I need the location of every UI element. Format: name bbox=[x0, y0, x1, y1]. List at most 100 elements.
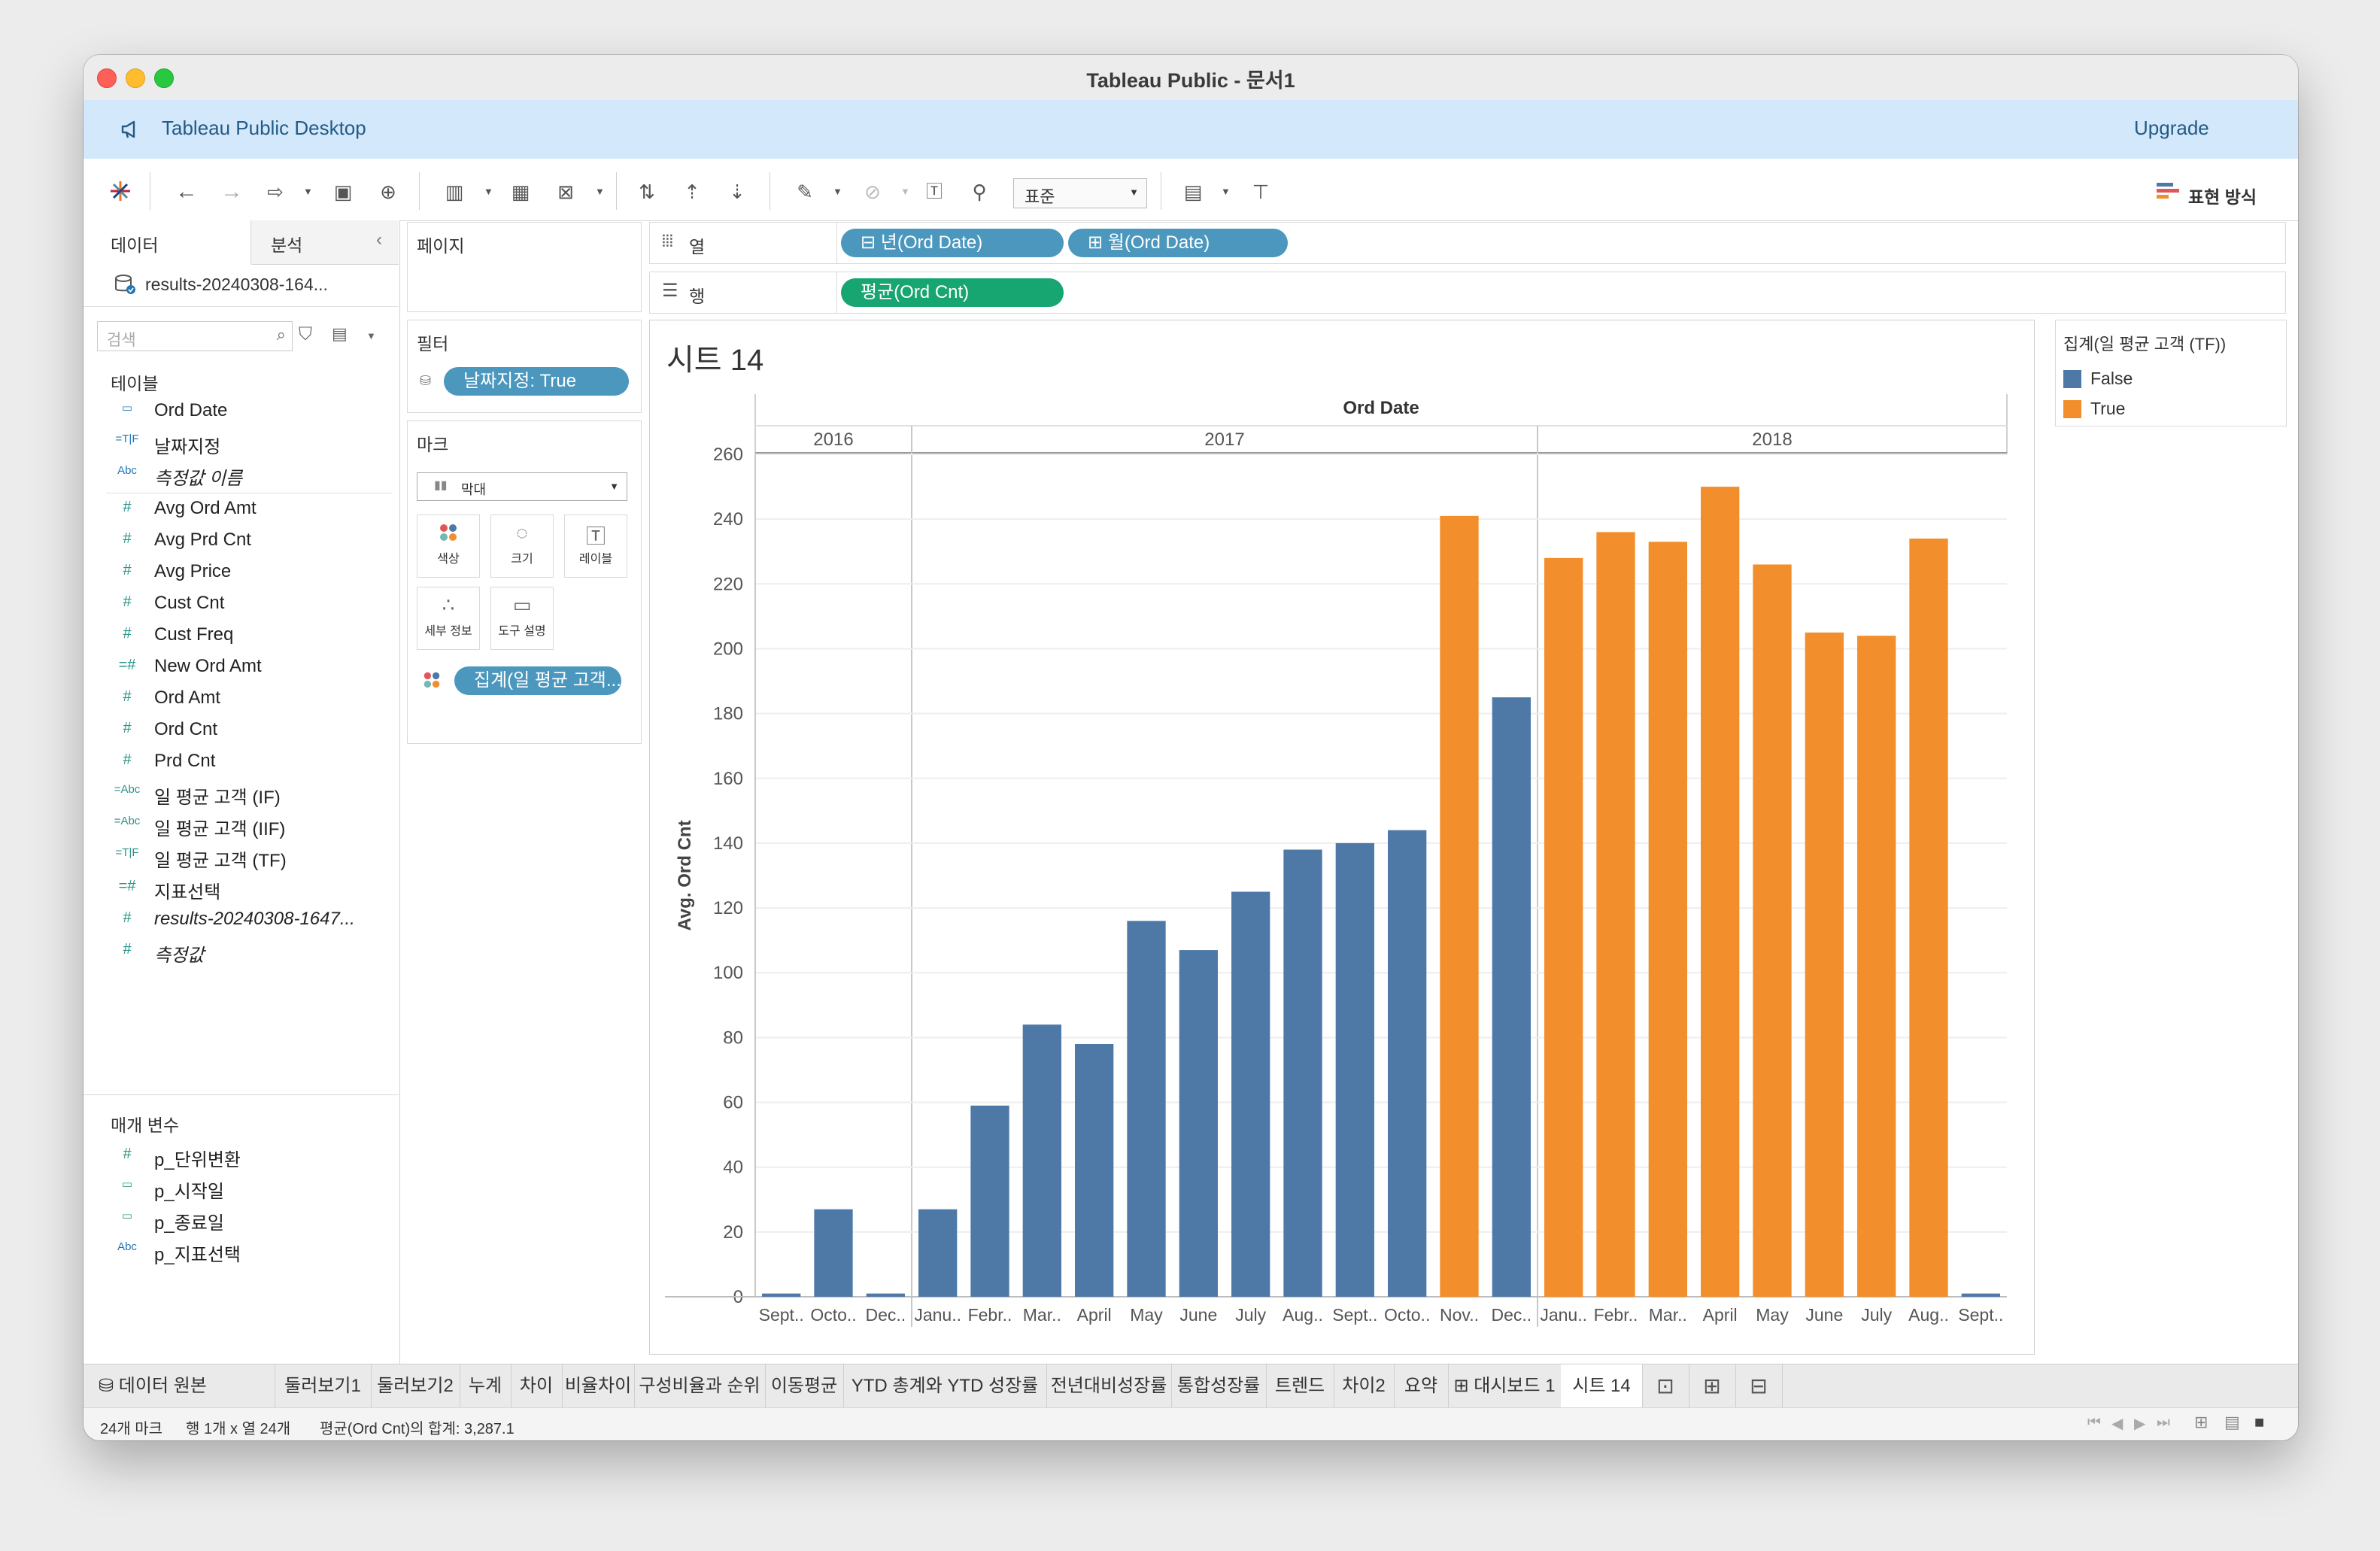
sheet-tab-active[interactable]: 시트 14 bbox=[1561, 1364, 1643, 1408]
pages-card[interactable]: 페이지 bbox=[407, 222, 642, 312]
field-item[interactable]: =# 지표선택 bbox=[83, 873, 392, 903]
filter-pill-date[interactable]: 날짜지정: True bbox=[444, 367, 629, 396]
field-item[interactable]: # Cust Freq bbox=[83, 621, 392, 651]
fix-axes-pin-icon[interactable]: ⚲ bbox=[972, 181, 987, 203]
search-placeholder: 검색 bbox=[107, 332, 136, 349]
swap-rows-columns-icon[interactable]: ⇅ bbox=[639, 181, 655, 203]
minimize-window-button[interactable] bbox=[126, 68, 145, 88]
sheet-tab[interactable]: 차이2 bbox=[1334, 1364, 1395, 1408]
new-datasource-icon[interactable]: ⊕ bbox=[380, 181, 396, 203]
show-cards-icon[interactable]: ▤ bbox=[1183, 181, 1203, 203]
mark-type-select[interactable]: ▮▮ 막대 ▼ bbox=[417, 472, 627, 501]
legend-label-false[interactable]: False bbox=[2090, 369, 2133, 388]
new-dashboard-icon[interactable]: ⊞ bbox=[1689, 1364, 1736, 1408]
close-window-button[interactable] bbox=[97, 68, 117, 88]
duplicate-sheet-icon[interactable]: ▦ bbox=[511, 181, 530, 203]
sort-descending-icon[interactable]: ⇣ bbox=[729, 181, 745, 203]
row-pill-avg-ord-cnt[interactable]: 평균(Ord Cnt) bbox=[841, 278, 1064, 307]
tableau-logo-icon[interactable] bbox=[108, 178, 133, 204]
new-worksheet-icon[interactable]: ▥ bbox=[445, 181, 464, 203]
tab-analysis[interactable]: 분석 ‹ bbox=[251, 220, 399, 265]
redo-arrow-icon[interactable]: → bbox=[220, 179, 243, 204]
parameter-item[interactable]: Abc p_지표선택 bbox=[83, 1236, 392, 1266]
new-worksheet-icon[interactable]: ⊡ bbox=[1642, 1364, 1689, 1408]
replay-icon[interactable]: ⇨ bbox=[267, 181, 284, 203]
filter-icon[interactable]: ⛉ bbox=[299, 324, 312, 344]
sheet-tab[interactable]: 구성비율과 순위 bbox=[634, 1364, 766, 1408]
group-members-icon[interactable]: ⊘ bbox=[864, 181, 881, 203]
sheet-tab[interactable]: ⛁ 데이터 원본 bbox=[83, 1364, 275, 1408]
sheet-sorter-icon[interactable]: ⊞ bbox=[2194, 1413, 2208, 1431]
undo-arrow-icon[interactable]: ← bbox=[175, 179, 198, 204]
sheet-tab[interactable]: 차이 bbox=[511, 1364, 563, 1408]
sheet-tab[interactable]: 둘러보기2 bbox=[371, 1364, 460, 1408]
sheet-tab[interactable]: 비율차이 bbox=[562, 1364, 635, 1408]
field-item[interactable]: # Prd Cnt bbox=[83, 747, 392, 777]
field-item[interactable]: # Avg Ord Amt bbox=[83, 494, 392, 524]
highlight-icon[interactable]: ✎ bbox=[797, 181, 813, 203]
sheet-tab[interactable]: ⊞ 대시보드 1 bbox=[1448, 1364, 1562, 1408]
field-item[interactable]: # Avg Prd Cnt bbox=[83, 526, 392, 556]
field-item[interactable]: # Cust Cnt bbox=[83, 589, 392, 619]
prev-page-icon[interactable]: ◀ bbox=[2111, 1416, 2123, 1432]
field-item[interactable]: # results-20240308-1647... bbox=[83, 905, 392, 935]
show-me-button[interactable]: 표현 방식 bbox=[2157, 178, 2269, 207]
clear-sheet-icon[interactable]: ⊠ bbox=[557, 181, 574, 203]
zoom-window-button[interactable] bbox=[154, 68, 174, 88]
label-button[interactable]: 🅃 레이블 bbox=[564, 514, 627, 578]
field-item[interactable]: =T|F 날짜지정 bbox=[83, 428, 392, 458]
field-item[interactable]: # Avg Price bbox=[83, 557, 392, 587]
sheet-tab[interactable]: 둘러보기1 bbox=[275, 1364, 372, 1408]
column-pill-year[interactable]: ⊟ 년(Ord Date) bbox=[841, 229, 1064, 257]
save-icon[interactable]: ▣ bbox=[333, 181, 353, 203]
tabs-view-icon[interactable]: ■ bbox=[2254, 1413, 2265, 1431]
field-item[interactable]: # Ord Cnt bbox=[83, 715, 392, 745]
rows-shelf: ☰ 행 평균(Ord Cnt) bbox=[649, 272, 2286, 314]
y-axis-label: Avg. Ord Cnt bbox=[675, 820, 695, 930]
field-item[interactable]: =T|F 일 평균 고객 (TF) bbox=[83, 842, 392, 872]
tab-data[interactable]: 데이터 bbox=[83, 220, 251, 264]
color-field-pill[interactable]: 집계(일 평균 고객... bbox=[454, 666, 621, 695]
sheet-tab[interactable]: 이동평균 bbox=[765, 1364, 844, 1408]
presentation-mode-icon[interactable]: ⊤ bbox=[1252, 181, 1270, 203]
sheet-tab[interactable]: 누계 bbox=[460, 1364, 512, 1408]
field-item[interactable]: =Abc 일 평균 고객 (IIF) bbox=[83, 810, 392, 840]
tooltip-button[interactable]: ▭ 도구 설명 bbox=[490, 587, 554, 650]
view-toggle-icon[interactable]: ▤ bbox=[332, 324, 348, 343]
show-labels-icon[interactable]: 🅃 bbox=[925, 182, 943, 201]
sheet-tab[interactable]: 통합성장률 bbox=[1171, 1364, 1267, 1408]
last-page-icon[interactable]: ⏭ bbox=[2157, 1414, 2170, 1431]
x-tick-label: Nov.. bbox=[1440, 1305, 1479, 1325]
parameter-item[interactable]: # p_단위변환 bbox=[83, 1141, 392, 1171]
field-item[interactable]: # 측정값 bbox=[83, 936, 392, 967]
size-button[interactable]: ◌ 크기 bbox=[490, 514, 554, 578]
upgrade-link[interactable]: Upgrade bbox=[2134, 117, 2209, 139]
sheet-tab[interactable]: 트렌드 bbox=[1266, 1364, 1334, 1408]
search-input[interactable]: 검색 ⌕ bbox=[97, 321, 293, 351]
filmstrip-icon[interactable]: ▤ bbox=[2224, 1413, 2240, 1431]
next-page-icon[interactable]: ▶ bbox=[2134, 1416, 2146, 1432]
field-item[interactable]: Abc 측정값 이름 bbox=[83, 460, 392, 490]
field-item[interactable]: ▭ Ord Date bbox=[83, 396, 392, 426]
sheet-tab[interactable]: 전년대비성장률 bbox=[1046, 1364, 1172, 1408]
parameter-item[interactable]: ▭ p_시작일 bbox=[83, 1173, 392, 1203]
collapse-pane-icon[interactable]: ‹ bbox=[376, 229, 382, 250]
chevron-down-icon[interactable]: ▼ bbox=[366, 330, 376, 341]
sort-ascending-icon[interactable]: ⇡ bbox=[684, 181, 700, 203]
datasource-item[interactable]: results-20240308-164... bbox=[83, 264, 399, 307]
parameter-item[interactable]: ▭ p_종료일 bbox=[83, 1204, 392, 1234]
sheet-tab[interactable]: YTD 총계와 YTD 성장률 bbox=[843, 1364, 1047, 1408]
new-story-icon[interactable]: ⊟ bbox=[1735, 1364, 1783, 1408]
column-pill-month[interactable]: ⊞ 월(Ord Date) bbox=[1068, 229, 1288, 257]
sheet-tab[interactable]: 요약 bbox=[1394, 1364, 1449, 1408]
first-page-icon[interactable]: ⏮ bbox=[2087, 1414, 2101, 1431]
fit-select[interactable]: 표준 ▼ bbox=[1013, 178, 1147, 208]
field-item[interactable]: # Ord Amt bbox=[83, 684, 392, 714]
color-button[interactable]: 색상 bbox=[417, 514, 480, 578]
field-item[interactable]: =Abc 일 평균 고객 (IF) bbox=[83, 779, 392, 809]
field-name: 측정값 이름 bbox=[154, 469, 243, 489]
detail-button[interactable]: ∴ 세부 정보 bbox=[417, 587, 480, 650]
legend-label-true[interactable]: True bbox=[2090, 399, 2126, 418]
field-item[interactable]: =# New Ord Amt bbox=[83, 652, 392, 682]
status-sum: 평균(Ord Cnt)의 합계: 3,287.1 bbox=[320, 1421, 515, 1437]
